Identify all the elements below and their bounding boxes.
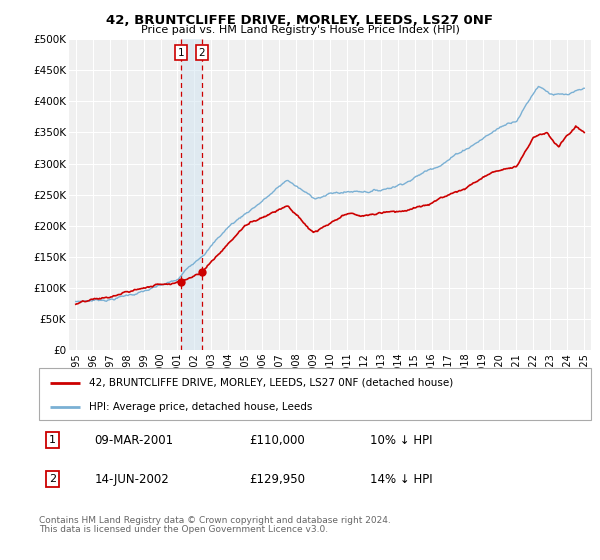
Text: 10% ↓ HPI: 10% ↓ HPI xyxy=(370,433,433,447)
Text: 1: 1 xyxy=(49,435,56,445)
Text: £129,950: £129,950 xyxy=(249,473,305,486)
FancyBboxPatch shape xyxy=(39,368,591,420)
Text: HPI: Average price, detached house, Leeds: HPI: Average price, detached house, Leed… xyxy=(89,402,312,412)
Text: Contains HM Land Registry data © Crown copyright and database right 2024.: Contains HM Land Registry data © Crown c… xyxy=(39,516,391,525)
Text: 14% ↓ HPI: 14% ↓ HPI xyxy=(370,473,433,486)
Text: £110,000: £110,000 xyxy=(249,433,305,447)
Text: 14-JUN-2002: 14-JUN-2002 xyxy=(94,473,169,486)
Text: 1: 1 xyxy=(178,48,184,58)
Text: 42, BRUNTCLIFFE DRIVE, MORLEY, LEEDS, LS27 0NF: 42, BRUNTCLIFFE DRIVE, MORLEY, LEEDS, LS… xyxy=(107,14,493,27)
Bar xyxy=(181,39,202,350)
Text: 2: 2 xyxy=(49,474,56,484)
Text: 09-MAR-2001: 09-MAR-2001 xyxy=(94,433,173,447)
Text: This data is licensed under the Open Government Licence v3.0.: This data is licensed under the Open Gov… xyxy=(39,525,328,534)
Text: 42, BRUNTCLIFFE DRIVE, MORLEY, LEEDS, LS27 0NF (detached house): 42, BRUNTCLIFFE DRIVE, MORLEY, LEEDS, LS… xyxy=(89,378,453,388)
Text: 2: 2 xyxy=(199,48,205,58)
Text: Price paid vs. HM Land Registry's House Price Index (HPI): Price paid vs. HM Land Registry's House … xyxy=(140,25,460,35)
